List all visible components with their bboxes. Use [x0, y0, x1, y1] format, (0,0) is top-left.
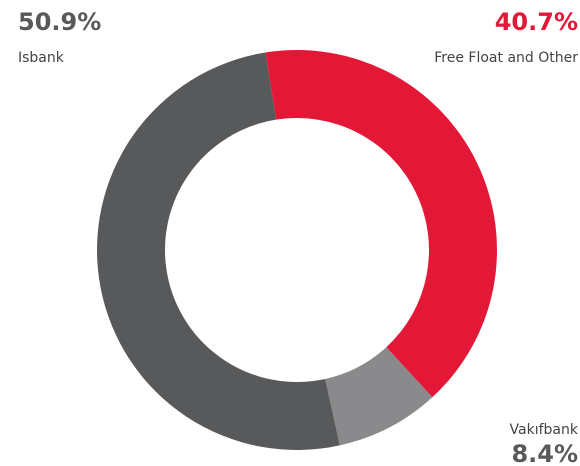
category-label: Vakıfbank	[510, 422, 579, 438]
category-label: Isbank	[18, 50, 65, 66]
slice	[325, 347, 433, 446]
category-label: Free Float and Other	[434, 50, 578, 66]
slice	[96, 52, 340, 451]
value-label: 40.7%	[495, 8, 578, 36]
value-label: 50.9%	[18, 8, 101, 36]
value-label: 8.4%	[511, 440, 578, 466]
slice	[265, 50, 497, 398]
donut	[96, 50, 497, 451]
